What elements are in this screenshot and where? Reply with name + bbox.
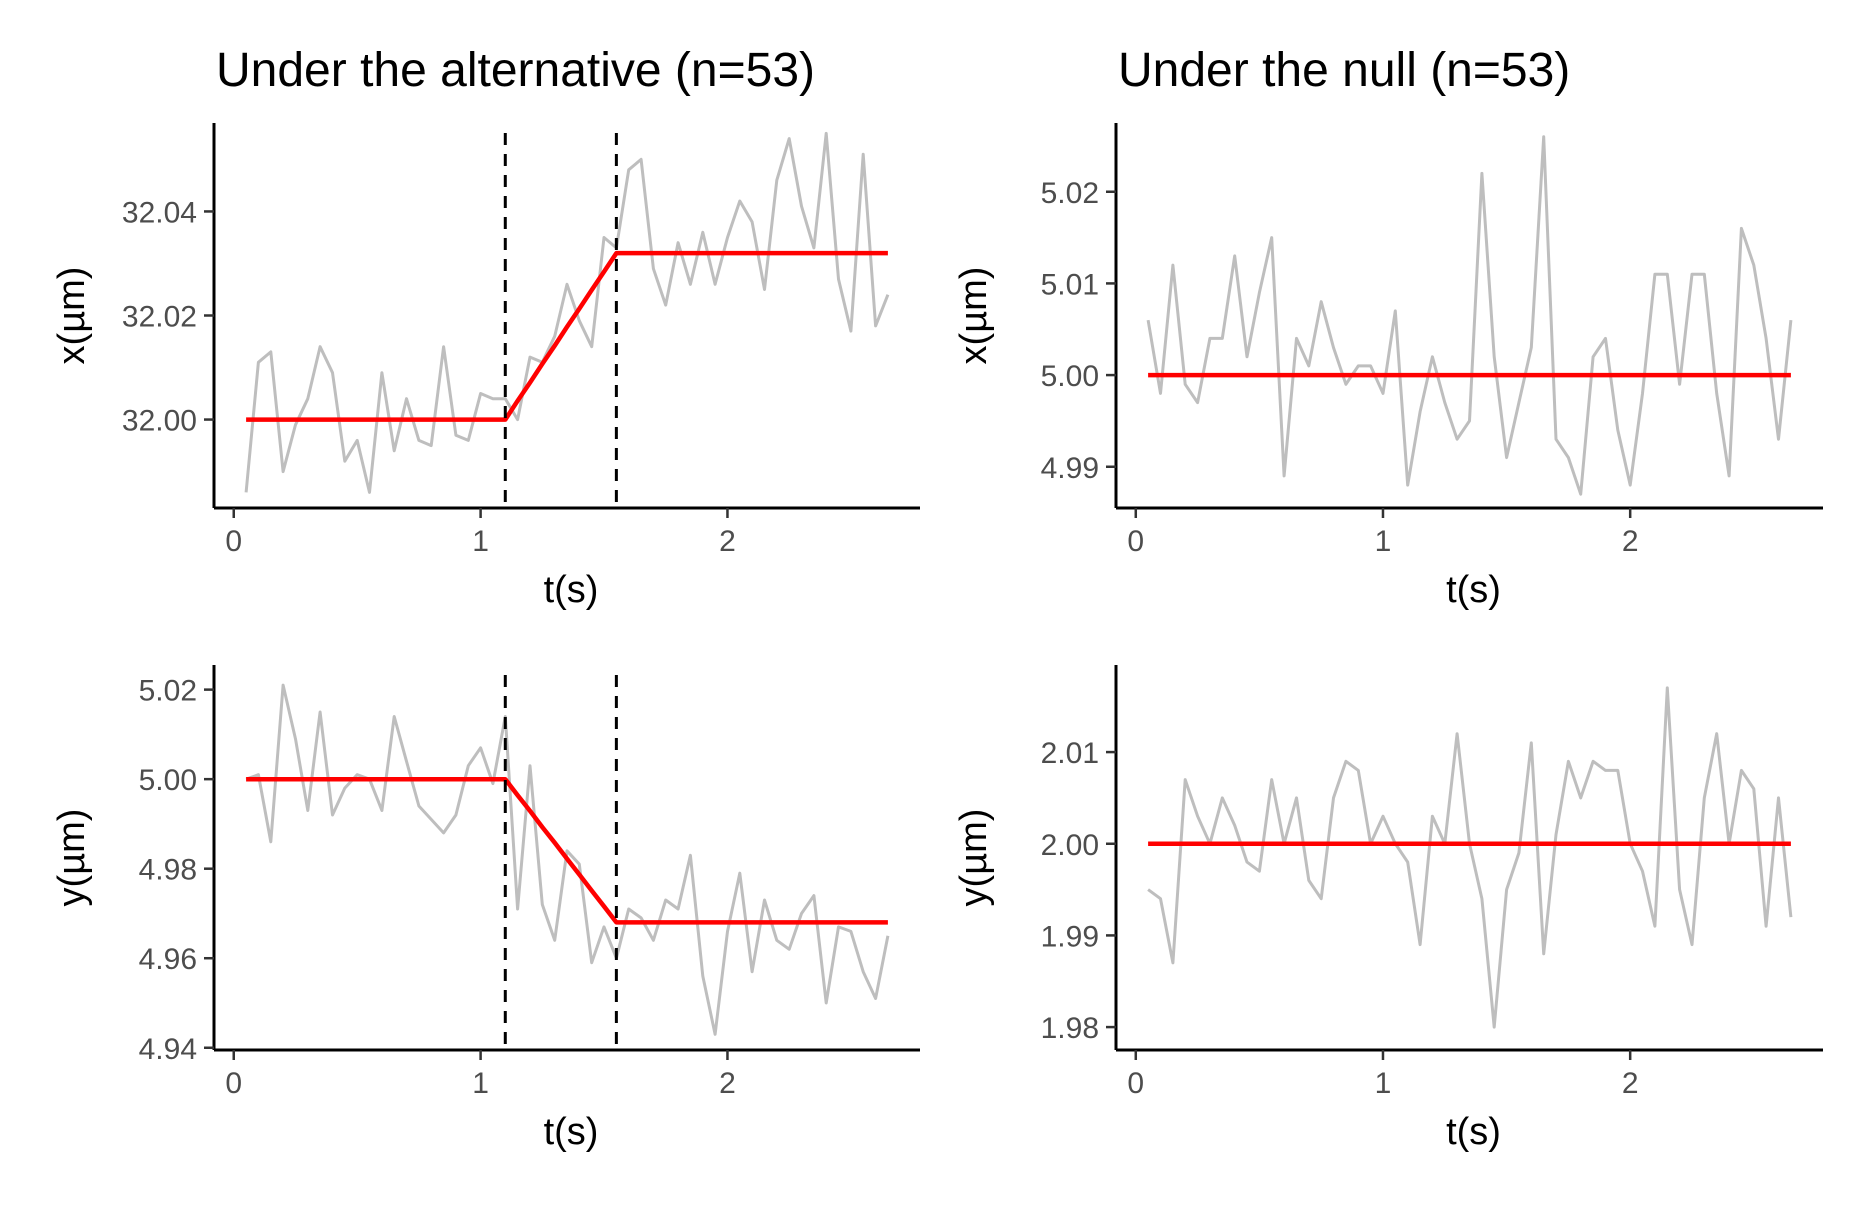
x-tick-label: 2: [719, 525, 736, 558]
y-tick-label: 5.00: [1041, 360, 1099, 393]
x-tick-label: 2: [1622, 525, 1639, 558]
y-axis-title: y(µm): [953, 809, 995, 907]
x-tick-label: 2: [719, 1067, 736, 1100]
y-tick-label: 4.98: [139, 854, 197, 887]
y-axis-title: x(µm): [51, 267, 93, 365]
chart-title: Under the alternative (n=53): [216, 44, 815, 97]
chart-panel-4: 0 1 2 1.98 1.99 2.00 2.01 t(s) y(µm): [953, 665, 1823, 1153]
y-tick-label: 4.94: [139, 1033, 197, 1066]
x-tick-label: 0: [225, 525, 242, 558]
chart-title: Under the null (n=53): [1118, 44, 1570, 97]
observed-line: [244, 131, 890, 494]
x-axis-title: t(s): [544, 1111, 599, 1153]
chart-panel-3: 0 1 2 4.94 4.96 4.98 5.00 5.02 t(s) y(µm): [51, 665, 920, 1153]
observed-line: [1146, 135, 1793, 496]
y-tick-label: 5.01: [1041, 268, 1099, 301]
x-tick-label: 2: [1622, 1067, 1639, 1100]
y-tick-label: 1.98: [1041, 1012, 1099, 1045]
x-axis-title: t(s): [1446, 1111, 1501, 1153]
x-tick-label: 1: [472, 1067, 489, 1100]
x-tick-label: 1: [1375, 525, 1392, 558]
y-tick-label: 1.99: [1041, 920, 1099, 953]
x-tick-label: 0: [225, 1067, 242, 1100]
y-axis-title: x(µm): [953, 267, 995, 365]
x-tick-label: 0: [1127, 525, 1144, 558]
y-tick-label: 5.00: [139, 764, 197, 797]
x-axis-title: t(s): [544, 569, 599, 611]
x-tick-label: 1: [472, 525, 489, 558]
y-axis-title: y(µm): [51, 809, 93, 907]
observed-line: [1147, 686, 1793, 1029]
x-tick-label: 0: [1127, 1067, 1144, 1100]
x-tick-label: 1: [1375, 1067, 1392, 1100]
y-tick-label: 5.02: [1041, 177, 1099, 210]
fitted-line: [246, 250, 888, 422]
y-tick-label: 32.02: [122, 301, 197, 334]
fitted-line: [246, 776, 888, 925]
y-tick-label: 2.01: [1041, 737, 1099, 770]
y-tick-label: 4.99: [1041, 452, 1099, 485]
y-tick-label: 2.00: [1041, 829, 1099, 862]
chart-panel-1: Under the alternative (n=53) 0 1 2 32.00 32.0…: [51, 44, 920, 611]
x-axis-title: t(s): [1446, 569, 1501, 611]
y-tick-label: 32.04: [122, 196, 197, 229]
y-tick-label: 4.96: [139, 943, 197, 976]
y-tick-label: 5.02: [139, 675, 197, 708]
chart-panel-2: Under the null (n=53) 0 1 2 4.99 5.00 5.01 5.02…: [953, 44, 1823, 611]
y-tick-label: 32.00: [122, 405, 197, 438]
